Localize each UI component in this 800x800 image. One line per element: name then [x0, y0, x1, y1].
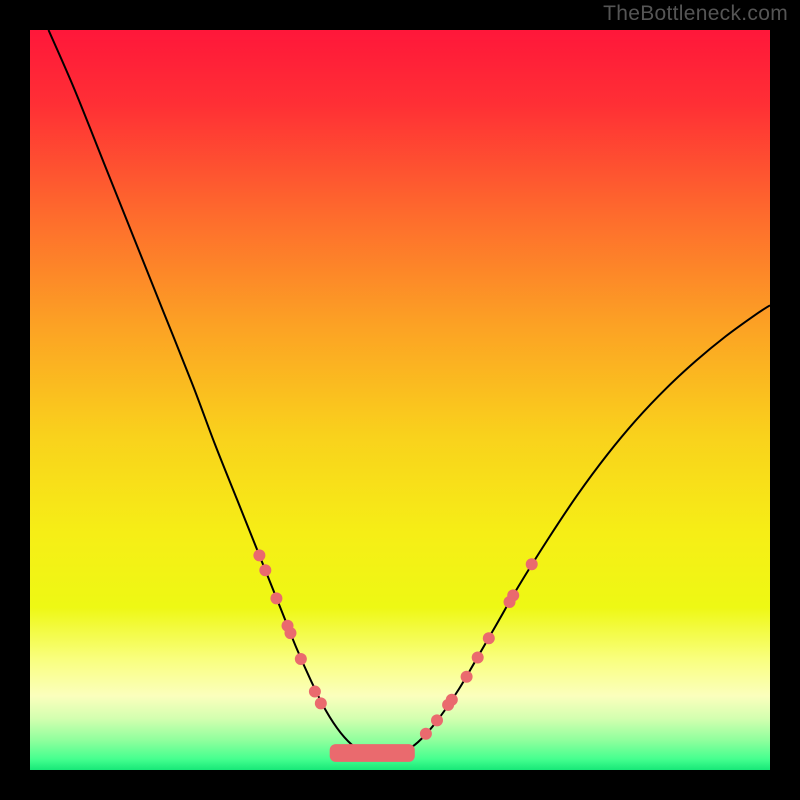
data-marker [431, 714, 443, 726]
data-marker [259, 564, 271, 576]
data-marker [284, 627, 296, 639]
plot-background [30, 30, 770, 770]
data-marker [309, 686, 321, 698]
data-marker [420, 728, 432, 740]
watermark-text: TheBottleneck.com [603, 2, 788, 26]
data-marker [472, 652, 484, 664]
marker-cluster [330, 744, 415, 762]
data-marker [446, 694, 458, 706]
data-marker [253, 549, 265, 561]
plot-area [30, 30, 770, 770]
data-marker [270, 592, 282, 604]
bottleneck-curve-chart [30, 30, 770, 770]
data-marker [483, 632, 495, 644]
data-marker [507, 589, 519, 601]
data-marker [526, 558, 538, 570]
data-marker [295, 653, 307, 665]
chart-stage: TheBottleneck.com [0, 0, 800, 800]
data-marker [315, 697, 327, 709]
data-marker [461, 671, 473, 683]
